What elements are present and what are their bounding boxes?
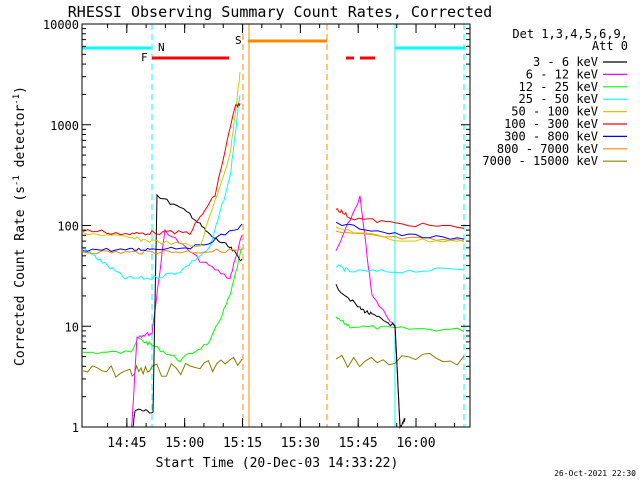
y-tick-label: 1000 [50,119,79,133]
series-line [335,226,465,243]
x-tick-label: 14:45 [107,436,146,451]
series-line [82,356,243,378]
chart-title: RHESSI Observing Summary Count Rates, Co… [68,3,492,21]
legend-header-1: Det 1,3,4,5,6,9, [512,27,628,41]
xlabel: Start Time (20-Dec-03 14:33:22) [156,456,399,471]
series-line [130,228,243,428]
legend-header-2: Att 0 [592,39,628,53]
series-line [335,207,465,229]
data-series [82,71,465,429]
series-line [335,352,465,369]
timestamp: 26-Oct-2021 22:30 [554,469,636,478]
series-line [335,264,465,274]
x-tick-label: 15:45 [339,436,378,451]
ylabel-end: ) [13,86,28,94]
legend-label: 50 - 100 keV [511,105,598,119]
y-tick-label: 100 [57,220,79,234]
series-line [335,316,465,332]
series-line [82,102,241,236]
x-axis: 14:45 15:00 15:15 15:30 15:45 16:00 [107,24,456,451]
x-tick-label: 16:00 [396,436,435,451]
saa-label: S [235,34,242,47]
series-line [335,284,406,429]
series-line [335,221,465,240]
plot-frame [81,23,471,428]
x-tick-label: 15:15 [223,436,262,451]
ylabel-mid: detector [13,105,28,176]
legend-label: 300 - 800 keV [504,129,598,143]
ylabel-sup1: -1 [12,175,22,186]
x-tick-label: 15:30 [281,436,320,451]
y-tick-label: 1 [72,421,79,435]
x-tick-label: 15:00 [165,436,204,451]
y-tick-label: 10 [65,320,79,334]
series-line [82,248,243,363]
series-line [82,248,243,255]
legend-label: 6 - 12 keV [526,67,598,81]
legend-label: 100 - 300 keV [504,117,598,131]
legend-label: 800 - 7000 keV [497,142,598,156]
ylabel: Corrected Count Rate (s-1 detector-1) [12,86,28,366]
y-tick-label: 10000 [43,18,79,32]
night-label: N [158,41,165,54]
legend-label: 3 - 6 keV [533,55,598,69]
y-axis: 1 10 100 1000 10000 [43,18,470,435]
series-line [82,223,243,252]
series-line [82,71,241,248]
legend-label: 25 - 50 keV [519,92,598,106]
series-line [82,95,241,280]
flare-label: F [141,51,148,64]
legend-label: 7000 - 15000 keV [482,154,598,168]
series-line [130,193,243,428]
legend-label: 12 - 25 keV [519,80,598,94]
ylabel-main: Corrected Count Rate (s [13,186,28,366]
ylabel-sup2: -1 [12,94,22,105]
